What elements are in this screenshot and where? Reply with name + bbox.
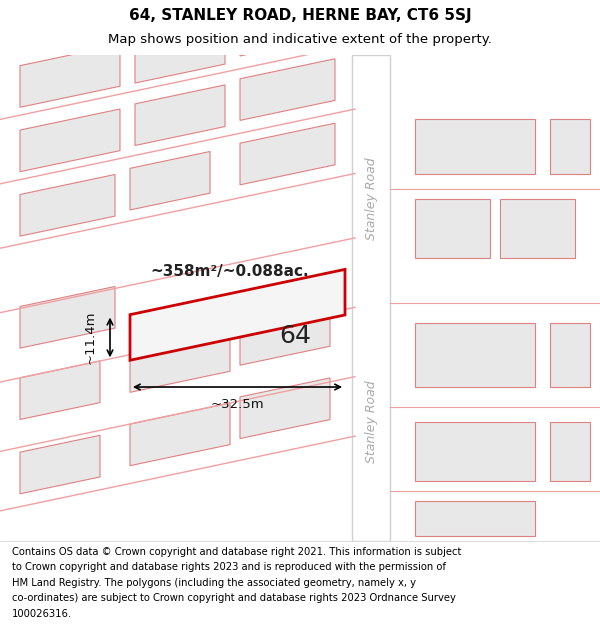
Text: Contains OS data © Crown copyright and database right 2021. This information is : Contains OS data © Crown copyright and d…: [12, 546, 461, 556]
Polygon shape: [20, 109, 120, 172]
Bar: [415, 119, 535, 174]
Polygon shape: [130, 269, 345, 360]
Bar: [415, 422, 535, 481]
Bar: [550, 322, 590, 387]
Polygon shape: [135, 85, 225, 146]
Polygon shape: [20, 286, 115, 348]
Polygon shape: [135, 22, 225, 83]
Text: ~32.5m: ~32.5m: [211, 398, 265, 411]
Polygon shape: [240, 304, 330, 365]
Text: HM Land Registry. The polygons (including the associated geometry, namely x, y: HM Land Registry. The polygons (includin…: [12, 578, 416, 587]
Polygon shape: [20, 44, 120, 107]
Polygon shape: [20, 174, 115, 236]
Polygon shape: [20, 361, 100, 419]
Bar: [415, 501, 535, 536]
Polygon shape: [130, 151, 210, 210]
Bar: [550, 119, 590, 174]
Text: ~358m²/~0.088ac.: ~358m²/~0.088ac.: [151, 264, 310, 279]
Text: Stanley Road: Stanley Road: [365, 158, 377, 240]
Polygon shape: [130, 329, 230, 392]
Text: 100026316.: 100026316.: [12, 609, 72, 619]
Text: to Crown copyright and database rights 2023 and is reproduced with the permissio: to Crown copyright and database rights 2…: [12, 562, 446, 572]
Bar: [550, 422, 590, 481]
Text: ~11.4m: ~11.4m: [83, 311, 97, 364]
Text: Stanley Road: Stanley Road: [365, 381, 377, 463]
Polygon shape: [240, 378, 330, 439]
Polygon shape: [130, 403, 230, 466]
Text: 64, STANLEY ROAD, HERNE BAY, CT6 5SJ: 64, STANLEY ROAD, HERNE BAY, CT6 5SJ: [128, 8, 472, 23]
Polygon shape: [240, 0, 335, 56]
Bar: [500, 199, 575, 258]
Bar: [352, 55, 390, 541]
Text: co-ordinates) are subject to Crown copyright and database rights 2023 Ordnance S: co-ordinates) are subject to Crown copyr…: [12, 593, 456, 603]
Text: 64: 64: [279, 324, 311, 349]
Polygon shape: [240, 59, 335, 121]
Bar: [415, 199, 490, 258]
Polygon shape: [20, 436, 100, 494]
Text: Map shows position and indicative extent of the property.: Map shows position and indicative extent…: [108, 33, 492, 46]
Polygon shape: [240, 123, 335, 185]
Bar: [415, 322, 535, 387]
